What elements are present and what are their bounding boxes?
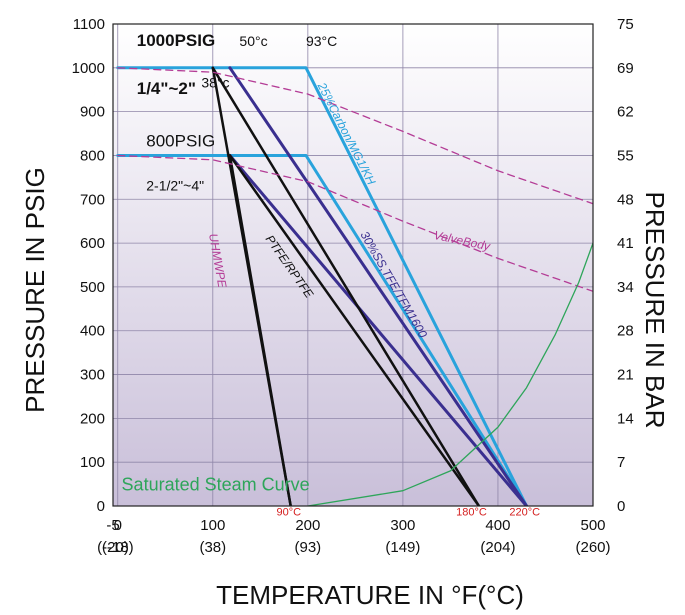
series-line xyxy=(307,242,593,506)
series-lines xyxy=(116,66,593,506)
x-axis-title: TEMPERATURE IN °F(°C) xyxy=(216,580,524,610)
x-tick-label-c: (93) xyxy=(295,539,322,556)
y-tick-label: 1000 xyxy=(72,60,105,77)
y2-tick-label: 69 xyxy=(617,60,634,77)
y-tick-label: 600 xyxy=(80,235,105,252)
y-axis-ticks: 0 100 200 300 400 500 600 700 800 900 1000 1100 xyxy=(72,16,105,515)
x-tick-label-c: (149) xyxy=(385,539,420,556)
y2-tick-label: 7 xyxy=(617,454,625,471)
y2-tick-label: 34 xyxy=(617,279,634,296)
series-line xyxy=(116,66,528,506)
y2-axis-title: PRESSURE IN BAR xyxy=(640,192,670,429)
y2-tick-label: 48 xyxy=(617,191,634,208)
x-tick-label-f: 200 xyxy=(295,517,320,534)
series-line xyxy=(116,154,528,506)
chart-annotation: 90°C xyxy=(276,507,301,519)
y-tick-label: 100 xyxy=(80,454,105,471)
chart-annotation: 50°c xyxy=(239,33,267,49)
chart-annotation: 38°c xyxy=(201,75,229,91)
series-line xyxy=(117,154,593,292)
annotations: 1000PSIG 1/4"~2" 38°c 50°c 93°C 800PSIG 2-1/2"… xyxy=(122,31,541,519)
x-tick-label-f: 400 xyxy=(485,517,510,534)
chart-annotation: 1/4"~2" xyxy=(137,79,196,98)
y2-tick-label: 75 xyxy=(617,16,634,33)
y2-tick-label: 0 xyxy=(617,498,625,515)
x-tick-label-f: 100 xyxy=(200,517,225,534)
plot-area xyxy=(113,24,593,506)
y2-tick-label: 28 xyxy=(617,323,634,340)
series-line xyxy=(117,67,593,205)
x-tick-label-f: 300 xyxy=(390,517,415,534)
y-tick-label: 1100 xyxy=(73,16,105,33)
x-tick-label-f: 500 xyxy=(580,517,605,534)
series-line xyxy=(211,66,481,506)
y2-tick-label: 14 xyxy=(617,410,634,427)
y-tick-label: 200 xyxy=(80,410,105,427)
x-tick-label-c: (204) xyxy=(480,539,515,556)
x-tick-label-c: (-18) xyxy=(102,539,134,556)
series-line xyxy=(228,154,528,506)
y-tick-label: 700 xyxy=(80,191,105,208)
chart-annotation: 180°C xyxy=(456,507,487,519)
y2-tick-label: 55 xyxy=(617,147,634,164)
y2-axis-ticks: 0 7 14 21 28 34 41 48 55 62 69 75 xyxy=(617,16,634,515)
x-axis-ticks: -5 (-20) 0 (-18) 100 (38) 200 (93) 300 (149) 400 (2… xyxy=(97,517,610,556)
y-tick-label: 500 xyxy=(80,279,105,296)
series-line xyxy=(228,154,481,506)
series-line xyxy=(228,154,292,506)
y-axis-title: PRESSURE IN PSIG xyxy=(20,167,50,413)
x-tick-label-f: 0 xyxy=(114,517,122,534)
chart-annotation: 1000PSIG xyxy=(137,31,215,50)
x-tick-label-c: (-20) xyxy=(97,539,129,556)
chart-annotation: 220°C xyxy=(509,507,540,519)
chart-annotation: 93°C xyxy=(306,33,337,49)
y-tick-label: 0 xyxy=(97,498,105,515)
y2-tick-label: 62 xyxy=(617,104,634,121)
y-tick-label: 400 xyxy=(80,323,105,340)
chart-annotation: 2-1/2"~4" xyxy=(146,178,204,194)
series-line xyxy=(228,66,528,506)
chart-annotation: 800PSIG xyxy=(146,132,215,151)
x-tick-label-f: -5 xyxy=(106,517,119,534)
x-tick-label-c: (38) xyxy=(199,539,226,556)
y2-tick-label: 21 xyxy=(617,367,634,384)
chart-annotation: Saturated Steam Curve xyxy=(122,475,310,495)
y2-tick-label: 41 xyxy=(617,235,634,252)
plot-border xyxy=(112,23,594,507)
y-tick-label: 800 xyxy=(80,147,105,164)
y-tick-label: 900 xyxy=(80,104,105,121)
y-tick-label: 300 xyxy=(80,367,105,384)
x-tick-label-c: (260) xyxy=(575,539,610,556)
